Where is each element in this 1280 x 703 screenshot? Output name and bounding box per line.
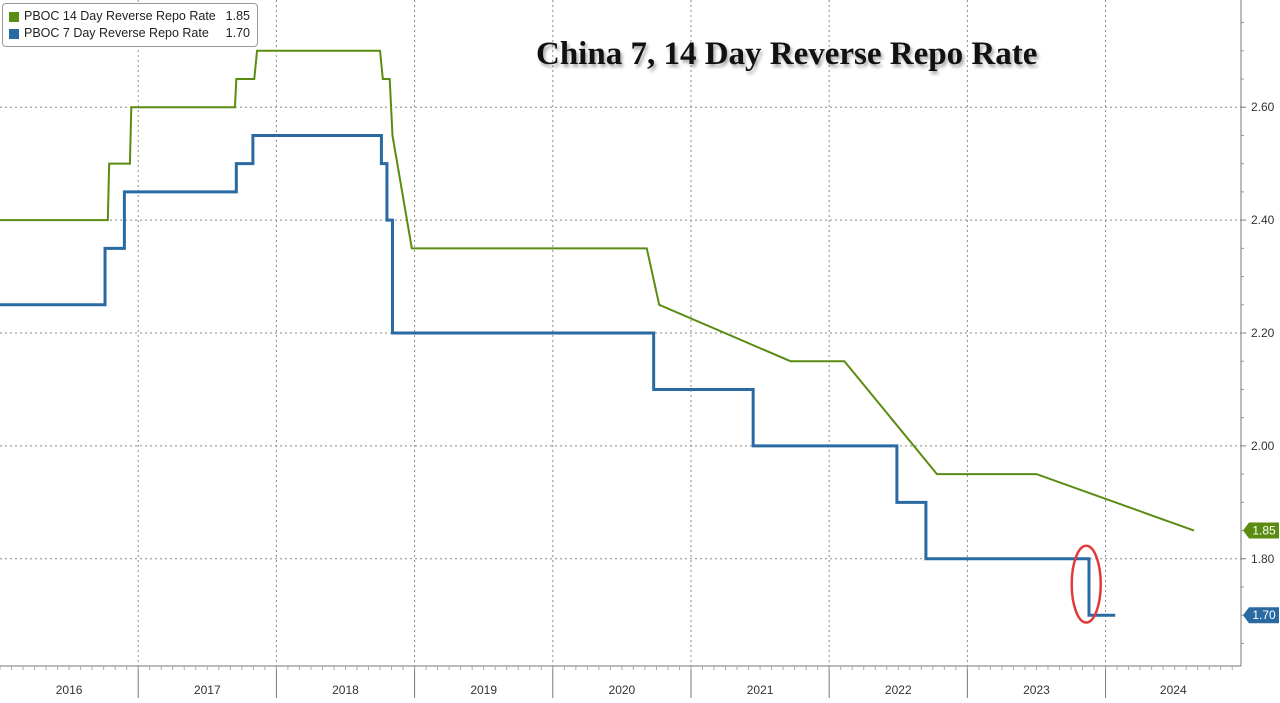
legend-value-7d: 1.70 [225,26,250,40]
x-tick-label: 2024 [1160,683,1187,697]
legend-item-7d: PBOC 7 Day Reverse Repo Rate 1.70 [9,25,250,42]
y-tick-label: 2.60 [1251,100,1275,114]
y-tick-label: 1.80 [1251,552,1275,566]
last-value-tag-0 [1243,522,1279,539]
legend-swatch-7d [9,28,19,39]
x-tick-label: 2016 [56,683,83,697]
series-line-1 [0,133,1116,617]
legend-swatch-14d [9,11,19,22]
legend-value-14d: 1.85 [225,9,250,23]
legend-label-7d: PBOC 7 Day Reverse Repo Rate [24,26,209,40]
last-value-tag-1 [1243,607,1279,624]
x-tick-label: 2018 [332,683,359,697]
x-tick-label: 2019 [470,683,497,697]
legend-label-14d: PBOC 14 Day Reverse Repo Rate [24,9,216,23]
x-tick-label: 2017 [194,683,221,697]
y-tick-label: 2.40 [1251,213,1275,227]
chart-legend: PBOC 14 Day Reverse Repo Rate 1.85 PBOC … [2,3,258,47]
legend-item-14d: PBOC 14 Day Reverse Repo Rate 1.85 [9,8,250,25]
x-tick-label: 2023 [1023,683,1050,697]
last-value-label-0: 1.85 [1252,524,1276,538]
highlight-ellipse [1070,544,1102,624]
x-tick-label: 2021 [747,683,774,697]
y-tick-label: 2.00 [1251,439,1275,453]
last-value-label-1: 1.70 [1252,608,1276,622]
series-line-0 [0,49,1195,532]
y-tick-label: 2.20 [1251,326,1275,340]
chart-title: China 7, 14 Day Reverse Repo Rate [536,36,1038,72]
x-tick-label: 2020 [609,683,636,697]
x-tick-label: 2022 [885,683,912,697]
